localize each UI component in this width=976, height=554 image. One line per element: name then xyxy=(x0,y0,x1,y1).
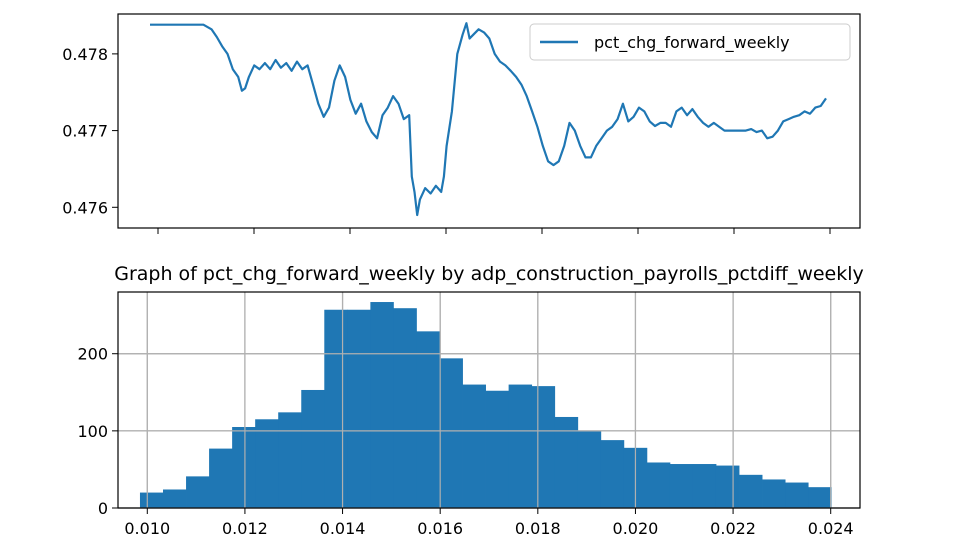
histogram-ticks: 0.010 0.012 0.014 0.016 0.018 0.020 0.022 0.024… xyxy=(77,345,853,538)
x-tick-label: 0.020 xyxy=(613,519,659,538)
histogram-bar xyxy=(739,474,763,508)
histogram-bar xyxy=(462,384,486,508)
y-tick-label: 0.476 xyxy=(62,198,108,217)
histogram-chart: Graph of pct_chg_forward_weekly by adp_c… xyxy=(77,263,863,538)
legend-box xyxy=(529,23,851,61)
series-line xyxy=(150,22,827,217)
histogram-bar xyxy=(439,358,463,508)
histogram-bar xyxy=(324,309,348,508)
histogram-bar xyxy=(278,412,302,508)
histogram-bar xyxy=(209,448,233,508)
histogram-bar xyxy=(163,489,187,508)
y-tick-label: 100 xyxy=(77,422,108,441)
x-tick-label: 0.010 xyxy=(124,519,170,538)
histogram-bar xyxy=(600,440,625,508)
legend-entry-label: pct_chg_forward_weekly xyxy=(594,33,790,53)
line-chart-y-ticks: 0.476 0.477 0.478 xyxy=(62,45,118,217)
histogram-bar xyxy=(186,476,210,508)
histogram-bar xyxy=(508,384,533,508)
x-tick-label: 0.018 xyxy=(515,519,561,538)
x-tick-label: 0.014 xyxy=(320,519,366,538)
line-chart-frame xyxy=(117,13,861,229)
histogram-bar xyxy=(232,427,256,508)
line-chart: 0.476 0.477 0.478 pct_chg_forward_weekly xyxy=(62,13,861,234)
histogram-bar xyxy=(139,492,164,508)
histogram-bar xyxy=(416,331,440,508)
histogram-bar xyxy=(646,462,671,508)
histogram-bar xyxy=(485,390,510,508)
histogram-bar xyxy=(785,482,809,508)
y-tick-label: 0.477 xyxy=(62,122,108,141)
x-tick-label: 0.022 xyxy=(710,519,756,538)
histogram-bar xyxy=(301,389,325,508)
y-tick-label: 0 xyxy=(98,499,108,518)
histogram-bar xyxy=(692,464,717,508)
histogram-bar xyxy=(370,302,394,508)
histogram-bar xyxy=(715,465,740,508)
histogram-bar xyxy=(347,309,371,508)
histogram-bar xyxy=(762,479,786,508)
histogram-frame xyxy=(117,291,861,509)
line-chart-x-ticks xyxy=(157,228,831,234)
line-plot-area xyxy=(150,22,827,217)
legend: pct_chg_forward_weekly xyxy=(529,23,851,61)
y-tick-label: 0.478 xyxy=(62,45,108,64)
histogram-bar xyxy=(255,419,279,508)
x-tick-label: 0.016 xyxy=(417,519,463,538)
histogram-bars xyxy=(118,292,860,509)
histogram-bar xyxy=(554,416,579,508)
histogram-bar xyxy=(808,487,832,508)
histogram-bar xyxy=(531,386,556,508)
x-tick-label: 0.012 xyxy=(222,519,268,538)
chart-title: Graph of pct_chg_forward_weekly by adp_c… xyxy=(114,263,864,285)
histogram-bar xyxy=(669,464,694,508)
y-tick-label: 200 xyxy=(77,345,108,364)
histogram-bar xyxy=(577,430,602,508)
x-tick-label: 0.024 xyxy=(808,519,854,538)
histogram-bar xyxy=(393,308,417,508)
